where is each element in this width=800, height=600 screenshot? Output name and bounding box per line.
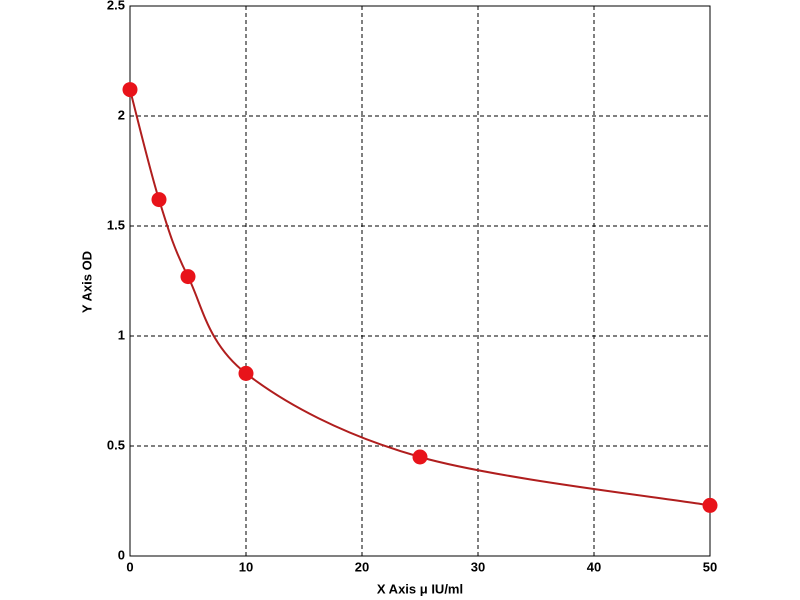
plot-frame xyxy=(129,5,711,557)
fit-curve xyxy=(129,89,711,507)
y-tick-label: 2 xyxy=(118,107,125,122)
y-axis-label: Y Axis OD xyxy=(79,251,94,313)
data-point xyxy=(122,82,138,98)
y-tick-label: 1.5 xyxy=(107,217,125,232)
x-tick-label: 40 xyxy=(587,559,601,574)
data-point xyxy=(412,449,428,465)
y-tick-label: 0.5 xyxy=(107,437,125,452)
y-tick-label: 1 xyxy=(118,327,125,342)
data-point xyxy=(180,269,196,285)
data-point xyxy=(238,365,254,381)
x-tick-label: 20 xyxy=(355,559,369,574)
y-tick-label: 0 xyxy=(118,547,125,562)
x-tick-label: 10 xyxy=(239,559,253,574)
x-tick-label: 30 xyxy=(471,559,485,574)
data-point xyxy=(702,497,718,513)
x-axis-label: X Axis μ IU/ml xyxy=(377,581,463,596)
y-tick-label: 2.5 xyxy=(107,0,125,12)
x-tick-label: 0 xyxy=(126,559,133,574)
data-point xyxy=(151,192,167,208)
x-tick-label: 50 xyxy=(703,559,717,574)
